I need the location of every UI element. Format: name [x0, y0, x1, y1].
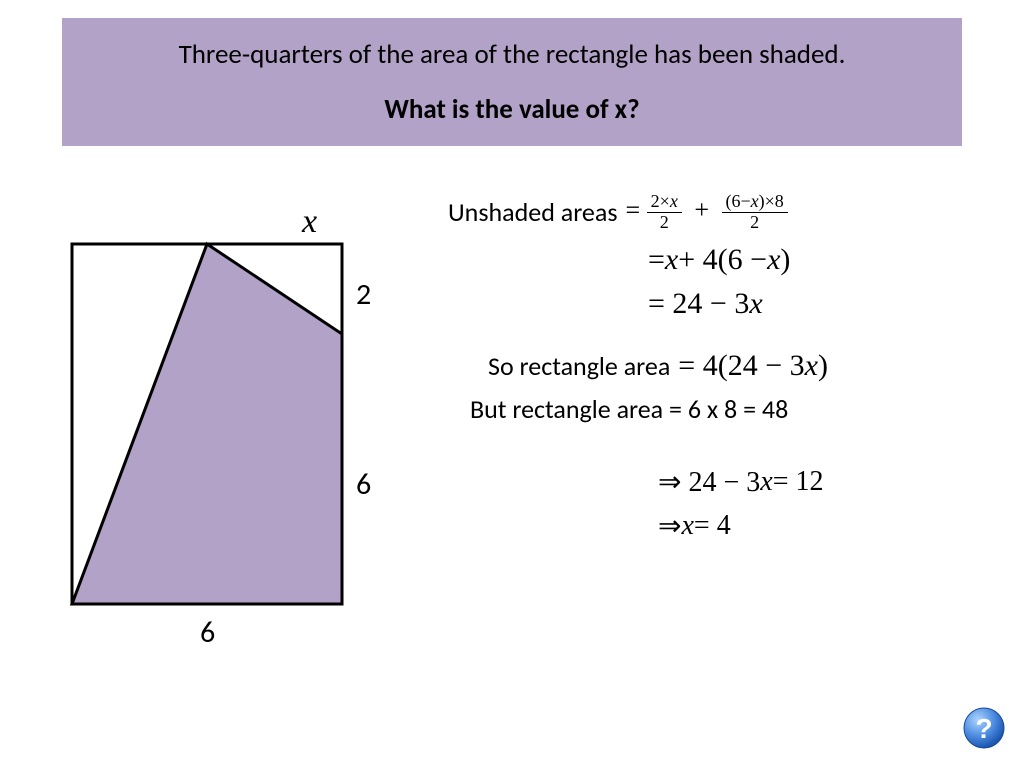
banner-line2: What is the value of x? [384, 93, 639, 126]
step7: ⇒ x = 4 [658, 509, 828, 543]
step5: But rectangle area = 6 x 8 = 48 [470, 393, 828, 425]
step4: So rectangle area = 4(24 − 3x) [488, 349, 828, 383]
step1-label: Unshaded areas [448, 196, 618, 228]
svg-text:?: ? [975, 713, 992, 744]
label-6-bottom: 6 [200, 614, 215, 651]
step2: = x + 4(6 − x) [648, 243, 828, 277]
banner-line1: Three-quarters of the area of the rectan… [179, 38, 846, 71]
question-banner: Three-quarters of the area of the rectan… [62, 18, 962, 146]
step1: Unshaded areas = 2×x 2 + (6−x)×8 2 [448, 192, 828, 233]
step4-label: So rectangle area [488, 350, 670, 382]
step1-math: = 2×x 2 + (6−x)×8 2 [626, 192, 788, 233]
step6: ⇒ 24 − 3x = 12 [658, 465, 828, 499]
help-icon[interactable]: ? [962, 706, 1006, 750]
label-6-right: 6 [356, 466, 371, 503]
geometry-diagram: x 2 6 6 [52, 214, 392, 679]
label-2: 2 [356, 276, 371, 313]
step3: = 24 − 3x [648, 287, 828, 321]
label-x: x [301, 214, 317, 240]
solution-steps: Unshaded areas = 2×x 2 + (6−x)×8 2 = x +… [448, 192, 828, 553]
